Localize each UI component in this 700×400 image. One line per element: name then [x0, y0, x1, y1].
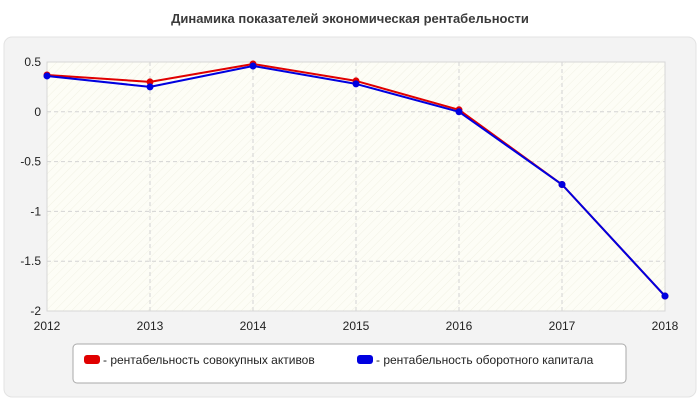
- data-point: [146, 83, 154, 91]
- data-point: [249, 62, 257, 70]
- x-tick-label: 2014: [240, 319, 267, 333]
- y-tick-label: 0.5: [24, 55, 41, 69]
- series-layer: [43, 60, 669, 300]
- x-tick-label: 2016: [446, 319, 473, 333]
- legend-swatch: [84, 355, 100, 364]
- x-tick-label: 2018: [652, 319, 679, 333]
- legend-swatch: [357, 355, 373, 364]
- x-tick-label: 2015: [343, 319, 370, 333]
- y-tick-label: -0.5: [20, 155, 41, 169]
- data-point: [146, 78, 154, 86]
- legend: - рентабельность совокупных активов - рен…: [72, 343, 627, 384]
- chart-title: Динамика показателей экономическая рента…: [171, 11, 529, 26]
- data-point: [661, 292, 669, 300]
- data-point: [455, 108, 463, 116]
- y-tick-label: -2: [30, 304, 41, 318]
- y-tick-label: -1: [30, 204, 41, 218]
- data-point: [43, 72, 51, 80]
- y-tick-label: -1.5: [20, 254, 41, 268]
- legend-label: - рентабельность оборотного капитала: [376, 353, 594, 367]
- legend-item-2: - рентабельность оборотного капитала: [357, 353, 594, 367]
- y-tick-label: 0: [34, 105, 41, 119]
- x-tick-label: 2013: [137, 319, 164, 333]
- x-tick-label: 2017: [549, 319, 576, 333]
- data-point: [558, 181, 566, 189]
- legend-item-1: - рентабельность совокупных активов: [84, 353, 315, 367]
- grid: [47, 62, 665, 311]
- legend-box: [72, 343, 627, 384]
- data-point: [352, 80, 360, 88]
- legend-label: - рентабельность совокупных активов: [103, 353, 315, 367]
- x-tick-label: 2012: [34, 319, 61, 333]
